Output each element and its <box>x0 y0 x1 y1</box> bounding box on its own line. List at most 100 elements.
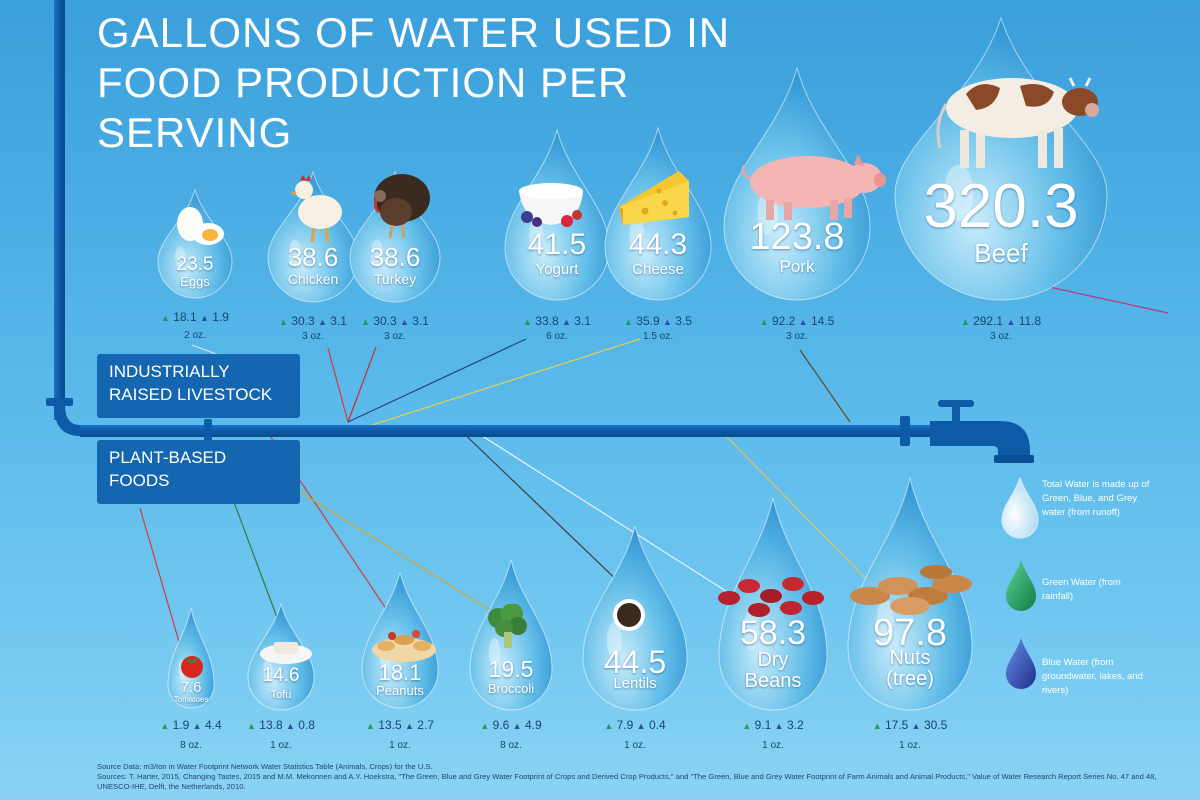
category-livestock: INDUSTRIALLY RAISED LIVESTOCK <box>97 354 300 418</box>
water-breakdown: ▲ 292.1 ▲ 11.8 <box>931 314 1071 328</box>
serving-size: 1 oz. <box>270 740 292 751</box>
title-text: GALLONS OF WATER USED IN FOOD PRODUCTION… <box>97 9 731 156</box>
total-value: 44.5 <box>603 644 667 680</box>
sources-citation: Sources: T. Harter, 2015, Changing Taste… <box>97 772 1157 791</box>
faucet <box>930 421 1030 458</box>
water-breakdown: ▲ 7.9 ▲ 0.4 <box>565 718 705 732</box>
food-label: Peanuts <box>376 683 424 698</box>
total-value: 23.5 <box>176 254 214 275</box>
total-value: 14.6 <box>262 665 300 686</box>
connector-line <box>1039 284 1169 314</box>
legend-green-text: Green Water (from rainfall) <box>1042 577 1121 602</box>
blue-water-value: 3.2 <box>786 718 804 732</box>
green-water-value: 13.5 <box>378 718 402 732</box>
blue-water-value: 0.4 <box>648 718 666 732</box>
broccoli-icon <box>488 604 527 648</box>
food-label: Dry Beans <box>744 649 802 692</box>
food-label: Tomatoes <box>173 695 209 704</box>
green-water-value: 30.3 <box>373 314 397 328</box>
green-drop-icon: ▲ <box>960 317 970 327</box>
blue-water-value: 2.7 <box>417 718 434 732</box>
water-breakdown: ▲ 17.5 ▲ 30.5 <box>840 718 980 732</box>
green-drop-icon: ▲ <box>160 721 170 731</box>
blue-drop-icon: ▲ <box>405 721 414 731</box>
water-breakdown: ▲ 1.9 ▲ 4.4 <box>121 718 261 732</box>
yogurt-icon <box>519 183 583 227</box>
green-water-value: 1.9 <box>172 718 190 732</box>
page-title: GALLONS OF WATER USED IN FOOD PRODUCTION… <box>97 8 817 158</box>
drop-eggs: 23.5 Eggs <box>157 188 233 299</box>
lentils-icon <box>613 599 645 631</box>
pipe-joint <box>46 398 73 406</box>
food-label: Nuts (tree) <box>886 647 934 690</box>
pipe-joint <box>204 419 212 443</box>
water-drop-shape <box>157 188 233 299</box>
legend-blue-text: Blue Water (from groundwater, lakes, and… <box>1042 657 1143 696</box>
serving-size: 8 oz. <box>180 740 202 751</box>
green-water-value: 17.5 <box>884 718 909 732</box>
blue-water-value: 0.8 <box>298 718 315 732</box>
food-label: Turkey <box>373 271 417 287</box>
blue-drop-icon: ▲ <box>400 317 409 327</box>
green-drop-icon: ▲ <box>624 317 633 327</box>
green-drop-icon: ▲ <box>480 721 490 731</box>
eggs-icon <box>177 207 224 245</box>
serving-size: 3 oz. <box>786 331 808 342</box>
green-water-value: 7.9 <box>616 718 634 732</box>
green-water-value: 30.3 <box>291 314 315 328</box>
blue-water-value: 4.9 <box>524 718 542 732</box>
green-water-value: 9.1 <box>754 718 772 732</box>
food-label: Beef <box>974 238 1028 268</box>
water-breakdown: ▲ 9.1 ▲ 3.2 <box>703 718 843 732</box>
serving-size: 1 oz. <box>762 740 784 751</box>
water-breakdown: ▲ 30.3 ▲ 3.1 <box>243 314 383 328</box>
serving-size: 2 oz. <box>184 330 206 341</box>
food-label: Tofu <box>270 689 292 701</box>
blue-drop-icon: ▲ <box>798 317 808 327</box>
water-breakdown: ▲ 92.2 ▲ 14.5 <box>727 314 867 328</box>
faucet-stem <box>952 405 960 423</box>
total-value: 7.6 <box>180 679 202 696</box>
tofu-icon <box>260 642 312 664</box>
dry-beans-icon <box>718 577 824 617</box>
blue-drop-icon: ▲ <box>663 317 672 327</box>
connector-line <box>464 424 741 601</box>
blue-water-value: 3.1 <box>574 314 591 328</box>
green-drop-icon: ▲ <box>872 721 882 731</box>
serving-size: 3 oz. <box>990 331 1012 342</box>
blue-water-value: 3.1 <box>330 314 347 328</box>
green-drop-icon: ▲ <box>247 721 256 731</box>
faucet-handle-icon <box>938 400 974 407</box>
pipe-horizontal <box>80 425 1010 437</box>
category-livestock-label: INDUSTRIALLY RAISED LIVESTOCK <box>109 362 273 404</box>
green-drop-icon: ▲ <box>161 313 170 323</box>
total-value: 18.1 <box>378 660 422 685</box>
pipe-elbow <box>54 405 80 436</box>
blue-water-value: 30.5 <box>923 718 948 732</box>
serving-size: 8 oz. <box>500 740 522 751</box>
blue-water-value: 3.1 <box>412 314 429 328</box>
food-label: Cheese <box>632 261 684 278</box>
legend-total-text: Total Water is made up of Green, Blue, a… <box>1042 479 1150 518</box>
nuts-icon <box>850 565 972 615</box>
blue-drop-icon: ▲ <box>562 317 571 327</box>
blue-drop-icon: ▲ <box>512 721 522 731</box>
green-water-value: 92.2 <box>771 314 796 328</box>
total-value: 123.8 <box>749 216 845 258</box>
water-breakdown: ▲ 13.5 ▲ 2.7 <box>330 718 470 732</box>
green-drop-icon: ▲ <box>604 721 614 731</box>
green-drop-icon: ▲ <box>759 317 769 327</box>
water-drop-shape <box>349 170 441 303</box>
chicken-icon <box>290 175 342 243</box>
category-plant-based: PLANT-BASED FOODS <box>97 440 300 504</box>
blue-drop-icon: ▲ <box>911 721 921 731</box>
cheese-icon <box>619 171 689 225</box>
blue-drop-icon: ▲ <box>192 721 202 731</box>
serving-size: 6 oz. <box>546 331 568 342</box>
total-water-drop-icon <box>1001 476 1039 539</box>
green-drop-icon: ▲ <box>742 721 752 731</box>
total-value: 38.6 <box>287 242 339 272</box>
food-label: Broccoli <box>487 681 535 696</box>
